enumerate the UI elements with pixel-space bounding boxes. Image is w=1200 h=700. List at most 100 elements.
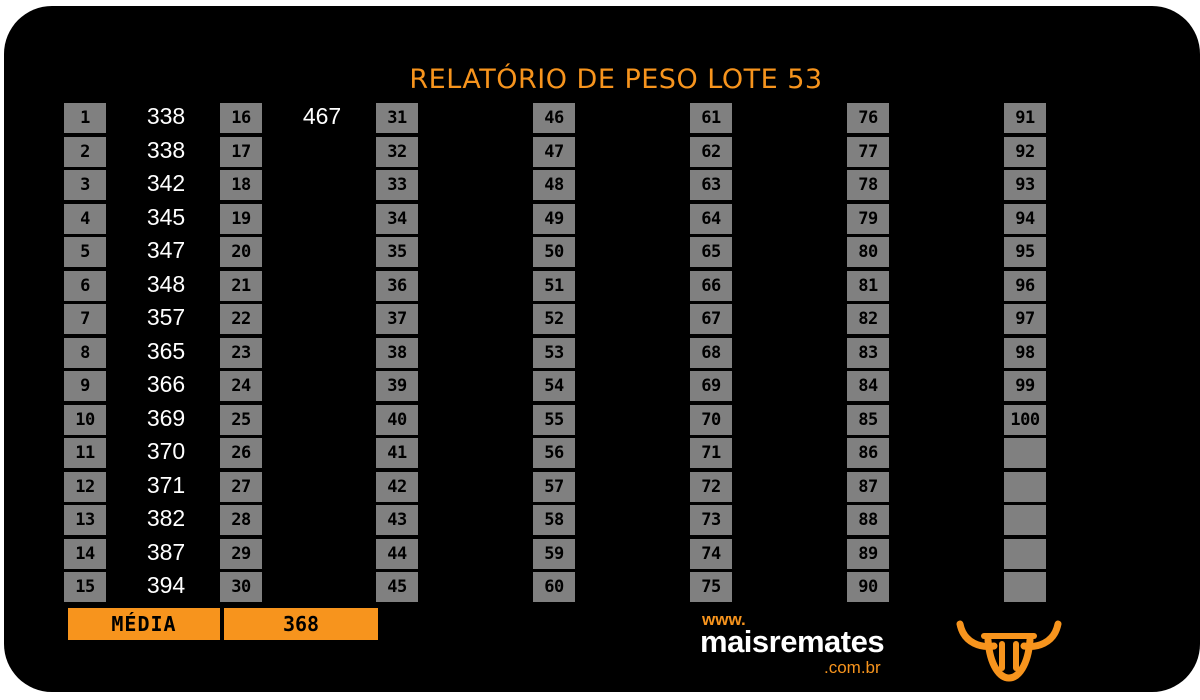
- lot-weight-value: 369: [146, 405, 186, 431]
- lot-number-box: 63: [690, 170, 732, 200]
- lot-weight-value: [583, 302, 687, 332]
- lot-number-box: 41: [376, 438, 418, 468]
- lot-number-box: 95: [1004, 237, 1046, 267]
- lot-number-box: 19: [220, 204, 262, 234]
- lot-number-box: 56: [533, 438, 575, 468]
- lot-weight-value: [270, 135, 374, 165]
- lot-weight-value: 387: [146, 539, 186, 565]
- lot-number-box: 33: [376, 170, 418, 200]
- lot-weight-value: [270, 168, 374, 198]
- lot-weight-value: [740, 537, 844, 567]
- lot-number-box: 12: [64, 472, 106, 502]
- lot-weight-value: [1054, 302, 1158, 332]
- lot-weight-value: [740, 202, 844, 232]
- lot-number-box: 17: [220, 137, 262, 167]
- lot-number-box: 90: [847, 572, 889, 602]
- brand-www: www.: [702, 610, 746, 629]
- lot-number-box: 99: [1004, 371, 1046, 401]
- lot-number-box: 84: [847, 371, 889, 401]
- lot-number-box: 66: [690, 271, 732, 301]
- lot-weight-value: [426, 470, 530, 500]
- lot-weight-value: [426, 235, 530, 265]
- lot-number-box: 92: [1004, 137, 1046, 167]
- lot-weight-value: [426, 101, 530, 131]
- lot-weight-value: 342: [146, 170, 186, 196]
- lot-weight-value: [1054, 135, 1158, 165]
- lot-number-box: 89: [847, 539, 889, 569]
- lot-weight-value: [270, 235, 374, 265]
- lot-number-box: 44: [376, 539, 418, 569]
- lot-weight-value: [270, 470, 374, 500]
- lot-number-box: 34: [376, 204, 418, 234]
- lot-number-box: 14: [64, 539, 106, 569]
- lot-number-box: 18: [220, 170, 262, 200]
- lot-weight-value: [897, 202, 1001, 232]
- lot-weight-value: [740, 570, 844, 600]
- media-label: MÉDIA: [68, 608, 220, 640]
- lot-weight-value: [1054, 537, 1158, 567]
- brand-domain: .com.br: [824, 658, 881, 677]
- lot-number-box: 88: [847, 505, 889, 535]
- lot-number-box: 47: [533, 137, 575, 167]
- lot-weight-value: [1054, 168, 1158, 198]
- lot-weight-value: [897, 135, 1001, 165]
- lot-number-box: 24: [220, 371, 262, 401]
- lot-weight-value: [426, 168, 530, 198]
- lot-number-box: 37: [376, 304, 418, 334]
- lot-number-box: 36: [376, 271, 418, 301]
- lot-weight-value: 394: [146, 572, 186, 598]
- lot-weight-value: [1054, 269, 1158, 299]
- lot-number-box: 93: [1004, 170, 1046, 200]
- lot-number-box: 42: [376, 472, 418, 502]
- lot-number-box: [1004, 572, 1046, 602]
- lot-weight-value: [740, 135, 844, 165]
- lot-number-box: 32: [376, 137, 418, 167]
- lot-number-box: 64: [690, 204, 732, 234]
- lot-number-box: 51: [533, 271, 575, 301]
- lot-number-box: 69: [690, 371, 732, 401]
- lot-number-box: 72: [690, 472, 732, 502]
- lot-weight-value: [740, 168, 844, 198]
- lot-weight-value: 338: [146, 103, 186, 129]
- lot-number-box: 22: [220, 304, 262, 334]
- bull-head-icon: [956, 620, 1062, 682]
- lot-weight-value: 357: [146, 304, 186, 330]
- lot-number-box: 4: [64, 204, 106, 234]
- lot-number-box: 52: [533, 304, 575, 334]
- lot-weight-value: [1054, 403, 1158, 433]
- lot-weight-value: [426, 202, 530, 232]
- lot-weight-value: [583, 235, 687, 265]
- lot-number-box: 70: [690, 405, 732, 435]
- lot-number-box: 46: [533, 103, 575, 133]
- lot-number-box: 55: [533, 405, 575, 435]
- report-card: RELATÓRIO DE PESO LOTE 53 1 338 2 338 3 342 4 3…: [4, 6, 1200, 692]
- lot-weight-value: [583, 537, 687, 567]
- lot-number-box: 54: [533, 371, 575, 401]
- lot-number-box: 28: [220, 505, 262, 535]
- lot-weight-value: [897, 168, 1001, 198]
- lot-weight-value: [583, 168, 687, 198]
- lot-number-box: 71: [690, 438, 732, 468]
- lot-weight-value: [897, 570, 1001, 600]
- lot-number-box: 6: [64, 271, 106, 301]
- lot-number-box: 49: [533, 204, 575, 234]
- lot-weight-value: 366: [146, 371, 186, 397]
- lot-number-box: 8: [64, 338, 106, 368]
- lot-weight-value: [270, 503, 374, 533]
- lot-number-box: 16: [220, 103, 262, 133]
- lot-weight-value: [583, 436, 687, 466]
- lot-weight-value: 345: [146, 204, 186, 230]
- report-title: RELATÓRIO DE PESO LOTE 53: [409, 64, 823, 95]
- lot-weight-value: [426, 369, 530, 399]
- lot-weight-value: [740, 369, 844, 399]
- lot-number-box: 59: [533, 539, 575, 569]
- lot-weight-value: [426, 269, 530, 299]
- lot-number-box: 98: [1004, 338, 1046, 368]
- lot-weight-value: [270, 537, 374, 567]
- lot-weight-value: [583, 369, 687, 399]
- lot-weight-value: [897, 369, 1001, 399]
- lot-number-box: 76: [847, 103, 889, 133]
- lot-number-box: 87: [847, 472, 889, 502]
- lot-weight-value: [1054, 101, 1158, 131]
- lot-number-box: 1: [64, 103, 106, 133]
